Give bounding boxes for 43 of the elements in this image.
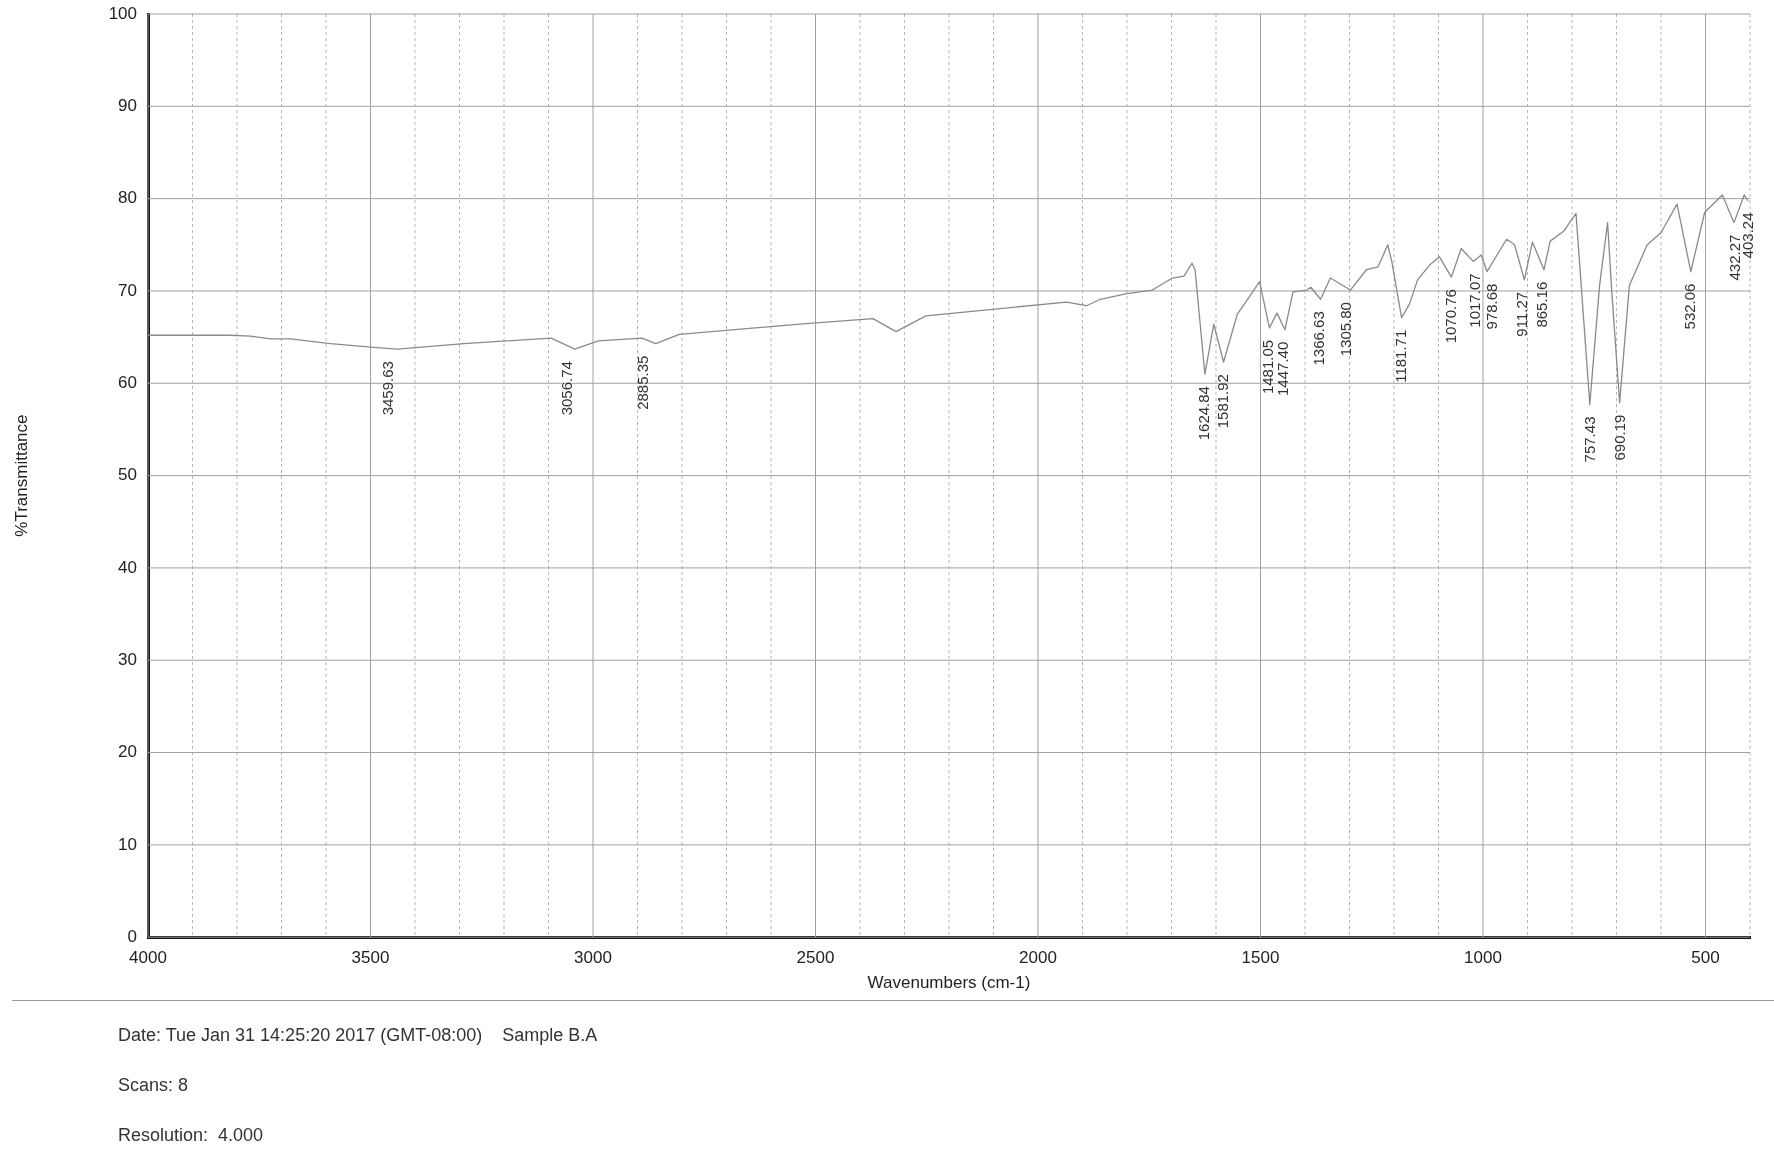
- annotation: 1447.40: [1274, 341, 1292, 396]
- annotation: 1481.05: [1259, 339, 1277, 395]
- text: Resolution: 4.000: [118, 1124, 265, 1147]
- y-tick-label: 70: [118, 280, 137, 300]
- y-tick-label: 10: [118, 834, 137, 854]
- annotation: 1305.80: [1337, 302, 1355, 357]
- x-tick-label: 2500: [796, 948, 835, 968]
- x-axis-title: Wavenumbers (cm-1): [867, 973, 1031, 993]
- y-tick-label: 30: [118, 649, 137, 669]
- annotation: 3459.63: [378, 361, 396, 416]
- x-tick-label: 1000: [1464, 948, 1502, 968]
- annotation: 1581.92: [1214, 374, 1232, 429]
- y-tick-label: 50: [118, 465, 137, 485]
- x-tick-label: 500: [1691, 948, 1720, 968]
- y-tick-label: 80: [118, 188, 137, 208]
- annotation: 1366.63: [1309, 311, 1327, 366]
- annotation: 3056.74: [557, 361, 575, 416]
- annotation: 532.06: [1681, 283, 1699, 330]
- y-axis-title: %Transmittance: [11, 414, 31, 537]
- annotation: 1070.76: [1441, 289, 1459, 344]
- text: Scans: 8: [118, 1074, 190, 1097]
- y-tick-label: 20: [118, 742, 137, 762]
- x-tick-label: 3000: [574, 948, 612, 968]
- x-tick-label: 1500: [1241, 948, 1280, 968]
- annotation: 865.16: [1533, 281, 1551, 328]
- annotation: 2885.35: [634, 355, 652, 410]
- y-tick-label: 60: [118, 372, 137, 392]
- y-tick-label: 90: [118, 96, 137, 116]
- annotation: 757.43: [1581, 416, 1599, 463]
- x-tick-label: 2000: [1019, 948, 1057, 968]
- annotation: 690.19: [1611, 414, 1629, 461]
- annotation: 432.27: [1725, 234, 1743, 281]
- y-tick-label: 40: [118, 557, 137, 577]
- y-tick-label: 100: [108, 3, 137, 23]
- y-tick-label: 0: [127, 926, 137, 946]
- x-tick-label: 4000: [129, 948, 167, 968]
- annotation: 978.68: [1482, 283, 1500, 330]
- annotation: 1181.71: [1392, 329, 1410, 383]
- x-tick-label: 3500: [351, 948, 390, 968]
- annotation: 1017.07: [1465, 273, 1483, 328]
- annotation: 911.27: [1512, 291, 1530, 337]
- text: Date: Tue Jan 31 14:25:20 2017 (GMT-08:00) Sample B.A: [118, 1024, 599, 1047]
- annotation: 1624.84: [1195, 386, 1213, 441]
